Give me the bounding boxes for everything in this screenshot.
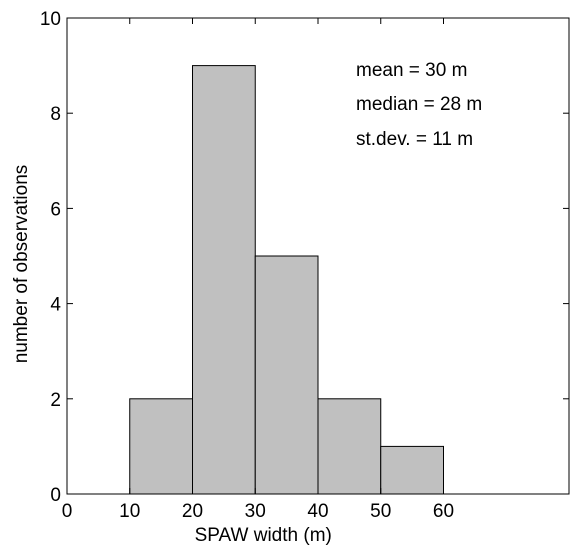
x-tick-label-0: 0	[62, 501, 73, 522]
annotation-stdev: st.dev. = 11 m	[356, 129, 473, 150]
tick-labels-group: 0 10 20 30 40 50 60 0 2 4 6 8 10	[40, 9, 454, 522]
y-tick-label-8: 8	[50, 104, 61, 125]
y-tick-label-6: 6	[50, 199, 61, 220]
y-tick-label-10: 10	[40, 9, 61, 30]
ticks-group	[66, 17, 569, 495]
histogram-bar-20-30	[192, 65, 256, 495]
y-axis-label: number of observations	[11, 165, 32, 364]
x-tick-label-20: 20	[182, 501, 203, 522]
y-tick-label-0: 0	[50, 485, 61, 506]
y-tick-label-2: 2	[50, 390, 61, 411]
x-tick-label-60: 60	[433, 501, 454, 522]
bars-group	[129, 65, 507, 495]
x-tick-label-50: 50	[370, 501, 391, 522]
histogram-bar-40-50	[317, 398, 382, 495]
histogram-bar-30-40	[254, 255, 319, 495]
x-tick-label-10: 10	[119, 501, 140, 522]
x-tick-label-40: 40	[307, 501, 328, 522]
annotation-median: median = 28 m	[356, 94, 482, 115]
histogram-bar-50-60	[380, 445, 444, 495]
histogram-bar-10-20	[129, 398, 193, 495]
annotation-mean: mean = 30 m	[356, 60, 467, 81]
x-axis-label: SPAW width (m)	[195, 525, 332, 546]
x-tick-label-30: 30	[245, 501, 266, 522]
y-tick-label-4: 4	[50, 295, 61, 316]
